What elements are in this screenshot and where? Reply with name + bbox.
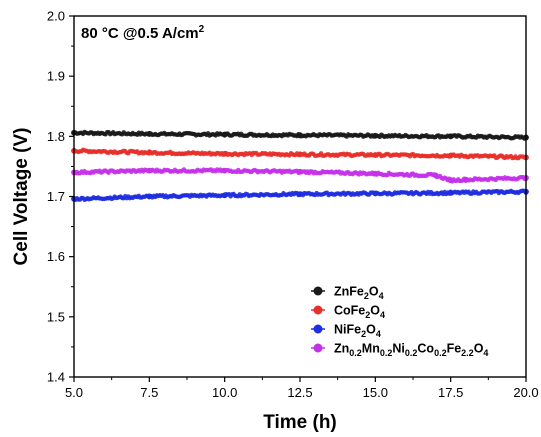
series-1: [71, 147, 529, 161]
legend-label-part: Fe: [447, 342, 462, 356]
legend-label-part: 0.2: [349, 348, 362, 358]
legend-label-part: 2: [365, 310, 370, 320]
x-tick-label: 15.0: [363, 385, 388, 400]
legend-label-part: CoFe: [334, 304, 365, 318]
legend-label-part: Mn: [362, 342, 380, 356]
legend-label-part: Co: [417, 342, 434, 356]
legend-label-part: ZnFe: [334, 285, 364, 299]
axes: 5.0 7.5 10.0 12.5 15.0 17.5 20.0 1.4 1.5 1.6 1.7 1.…: [47, 9, 539, 401]
series-layer: [71, 129, 529, 203]
series-0: [71, 129, 529, 141]
legend-label-part: O: [474, 342, 484, 356]
legend-label-part: 4: [379, 291, 384, 301]
x-tick-label: 17.5: [438, 385, 463, 400]
series-3: [71, 167, 529, 184]
y-tick-label: 1.5: [47, 309, 65, 324]
legend-label-part: Ni: [392, 342, 405, 356]
legend-label-part: 0.2: [380, 348, 393, 358]
legend-item: CoFe2O4: [311, 304, 385, 321]
legend-item: NiFe2O4: [311, 323, 381, 340]
y-tick-label: 1.4: [47, 370, 65, 385]
legend-marker: [313, 343, 323, 353]
legend-marker: [313, 286, 323, 296]
y-axis-title: Cell Voltage (V): [11, 128, 32, 266]
legend: ZnFe2O4CoFe2O4NiFe2O4Zn0.2Mn0.2Ni0.2Co0.…: [311, 285, 488, 359]
legend-label-part: NiFe: [334, 323, 361, 337]
x-tick-label: 12.5: [287, 385, 312, 400]
legend-item: Zn0.2Mn0.2Ni0.2Co0.2Fe2.2O4: [311, 342, 488, 359]
y-tick-label: 2.0: [47, 9, 65, 24]
series-2: [71, 188, 529, 203]
x-tick-label: 10.0: [212, 385, 237, 400]
x-tick-label: 7.5: [140, 385, 158, 400]
legend-label-part: Zn: [334, 342, 349, 356]
y-tick-label: 1.7: [47, 189, 65, 204]
legend-label-part: 4: [376, 329, 381, 339]
legend-label-part: 2: [361, 329, 366, 339]
legend-marker: [313, 305, 323, 315]
legend-label-part: O: [370, 304, 380, 318]
y-tick-label: 1.9: [47, 69, 65, 84]
y-tick-label: 1.6: [47, 249, 65, 264]
legend-label-part: O: [366, 323, 376, 337]
x-tick-label: 20.0: [513, 385, 538, 400]
legend-label-part: 4: [483, 348, 488, 358]
legend-label: NiFe2O4: [334, 323, 381, 340]
legend-label-part: 2: [364, 291, 369, 301]
legend-label: Zn0.2Mn0.2Ni0.2Co0.2Fe2.2O4: [334, 342, 488, 359]
legend-marker: [313, 324, 323, 334]
legend-label: CoFe2O4: [334, 304, 385, 321]
annotation-sup: 2: [199, 24, 205, 35]
annotation-main: 80 °C @0.5 A/cm: [81, 25, 199, 42]
condition-annotation: 80 °C @0.5 A/cm2: [81, 24, 205, 42]
legend-item: ZnFe2O4: [311, 285, 384, 302]
x-axis-title: Time (h): [263, 412, 337, 433]
legend-label-part: 0.2: [434, 348, 447, 358]
legend-label-part: O: [369, 285, 379, 299]
legend-label-part: 2.2: [461, 348, 474, 358]
y-tick-label: 1.8: [47, 129, 65, 144]
legend-label: ZnFe2O4: [334, 285, 384, 302]
x-tick-label: 5.0: [65, 385, 83, 400]
legend-label-part: 0.2: [405, 348, 418, 358]
legend-label-part: 4: [380, 310, 385, 320]
